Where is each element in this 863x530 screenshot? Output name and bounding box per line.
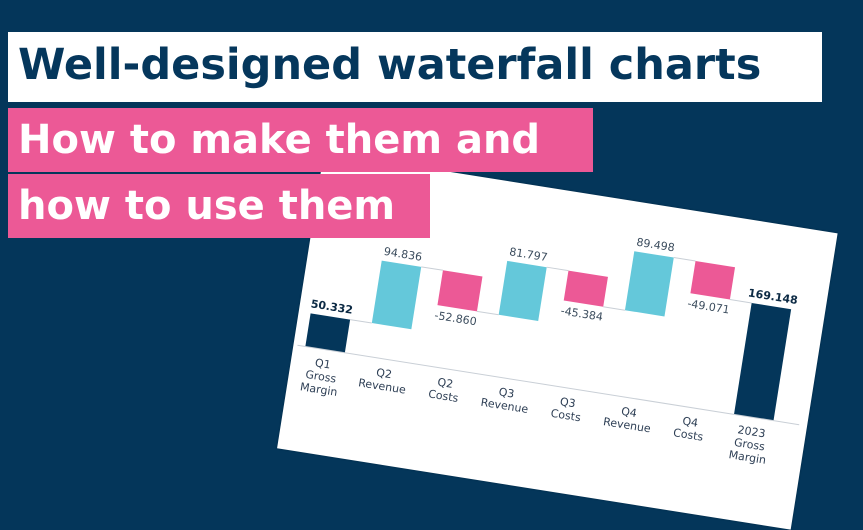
connector-line bbox=[350, 319, 372, 324]
data-label: -49.071 bbox=[687, 297, 731, 316]
tick-label: Q2Revenue bbox=[357, 363, 409, 396]
tick-label: Q4Costs bbox=[672, 413, 706, 443]
data-label: -52.860 bbox=[434, 309, 478, 328]
waterfall-bar bbox=[371, 260, 422, 330]
tick-label: Q4Revenue bbox=[602, 402, 654, 435]
waterfall-bar bbox=[624, 251, 674, 317]
connector-line bbox=[421, 266, 444, 271]
subtitle-line2: how to use them bbox=[18, 183, 396, 229]
headline-title-banner: Well-designed waterfall charts bbox=[8, 32, 822, 102]
tick-label: Q3Costs bbox=[550, 394, 584, 424]
tick-label: Q3Revenue bbox=[480, 383, 532, 416]
waterfall-bar bbox=[498, 260, 547, 322]
data-label: 50.332 bbox=[310, 297, 354, 316]
waterfall-bar bbox=[563, 270, 608, 307]
connector-line bbox=[673, 257, 696, 262]
waterfall-bar bbox=[734, 302, 792, 421]
headline-title: Well-designed waterfall charts bbox=[18, 40, 762, 90]
waterfall-bar bbox=[437, 270, 483, 312]
subtitle-line1: How to make them and bbox=[18, 117, 541, 163]
tick-label: Q2Costs bbox=[427, 375, 461, 405]
data-label: 81.797 bbox=[508, 245, 548, 264]
connector-line bbox=[603, 306, 626, 311]
connector-line bbox=[546, 266, 569, 272]
data-label: 89.498 bbox=[635, 236, 675, 255]
data-label: 94.836 bbox=[383, 245, 423, 264]
waterfall-bar bbox=[305, 313, 351, 353]
waterfall-bar bbox=[690, 260, 736, 300]
subtitle-banner-line2: how to use them bbox=[8, 174, 430, 238]
waterfall-chart: 50.332 Q1GrossMargin 94.836 Q2Revenue -52.86… bbox=[297, 236, 800, 467]
connector-line bbox=[729, 299, 752, 304]
x-axis-line bbox=[297, 344, 800, 426]
subtitle-banner-line1: How to make them and bbox=[8, 108, 593, 172]
connector-line bbox=[476, 310, 499, 316]
data-label: -45.384 bbox=[560, 304, 604, 323]
tick-label: 2023GrossMargin bbox=[728, 422, 771, 466]
tick-label: Q1GrossMargin bbox=[299, 355, 342, 399]
waterfall-chart-card: 50.332 Q1GrossMargin 94.836 Q2Revenue -52.86… bbox=[277, 152, 838, 530]
